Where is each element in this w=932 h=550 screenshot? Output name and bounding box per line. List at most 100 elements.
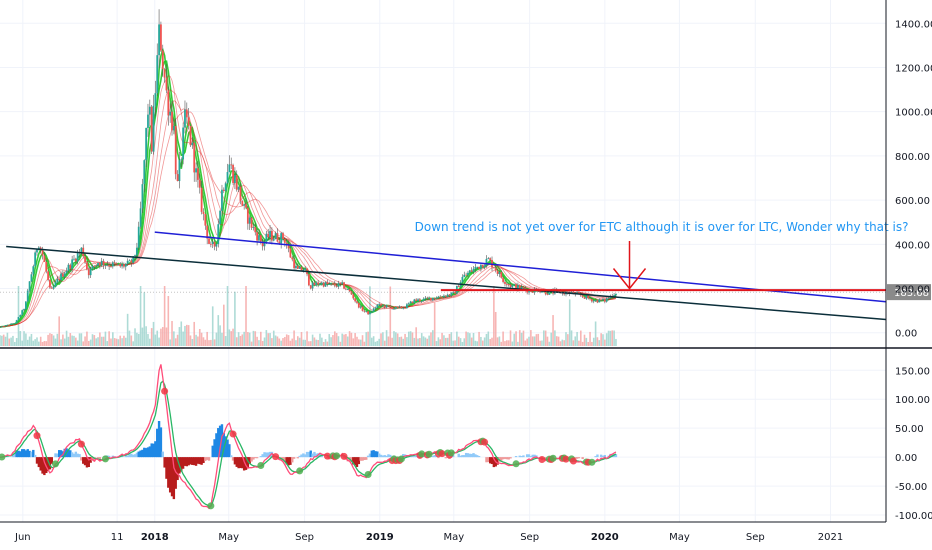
candle-body: [356, 301, 358, 303]
histogram-bar: [241, 457, 244, 469]
candle-body: [34, 252, 37, 267]
histogram-bar: [254, 457, 257, 459]
volume-bar: [380, 333, 382, 346]
volume-bars: [0, 286, 617, 346]
histogram-bar: [157, 421, 161, 458]
candle-body: [417, 299, 419, 301]
volume-bar: [317, 339, 319, 346]
volume-bar: [422, 336, 425, 346]
price-candles: [0, 9, 617, 328]
volume-bar: [143, 292, 146, 346]
histogram-bar: [98, 457, 102, 460]
volume-bar: [354, 333, 356, 346]
volume-bar: [208, 340, 210, 346]
volume-bar: [52, 335, 55, 346]
volume-bar: [602, 334, 604, 346]
candle-body: [17, 317, 20, 321]
candle-body: [61, 273, 64, 277]
cross-dot: [77, 440, 85, 448]
volume-bar: [511, 341, 514, 346]
histogram-bar: [172, 457, 176, 500]
candle-body: [520, 286, 523, 289]
candle-body: [309, 285, 312, 289]
volume-bar: [260, 331, 262, 346]
volume-bar: [548, 341, 551, 346]
histogram-bar: [230, 455, 233, 458]
volume-bar: [2, 334, 5, 346]
candle-body: [383, 305, 386, 308]
volume-bar: [409, 331, 412, 346]
candle-body: [357, 302, 360, 308]
candle-body: [500, 271, 503, 278]
volume-bar: [117, 339, 120, 346]
candle-body: [322, 282, 325, 287]
volume-bar: [169, 339, 171, 346]
volume-bar: [339, 341, 342, 346]
candle-body: [45, 261, 48, 272]
histogram-bar: [303, 454, 307, 458]
candle-body: [400, 306, 403, 309]
histogram-bar: [48, 457, 52, 470]
volume-bar: [167, 295, 170, 346]
volume-bar: [62, 334, 64, 346]
volume-bar: [391, 337, 393, 346]
candle-body: [504, 281, 506, 284]
time-tick-label: 11: [111, 532, 124, 543]
price-tick-label: 0.00: [895, 329, 917, 340]
volume-bar: [10, 337, 12, 346]
volume-bar: [110, 338, 112, 346]
histogram-bar: [33, 454, 37, 458]
cross-dot: [397, 455, 405, 463]
volume-bar: [239, 335, 242, 346]
candle-body: [261, 241, 264, 247]
candle-body: [184, 109, 186, 128]
volume-bar: [1, 335, 3, 346]
candle-body: [594, 300, 597, 301]
candle-body: [100, 260, 103, 266]
candle-body: [71, 259, 74, 269]
histogram-bar: [74, 451, 78, 458]
candle-body: [352, 294, 355, 299]
candle-body: [424, 297, 427, 299]
candle-body: [341, 282, 344, 284]
candle-body: [147, 114, 149, 128]
histogram-bar: [529, 456, 533, 458]
histogram-bar: [503, 457, 507, 459]
volume-bar: [452, 340, 454, 346]
candle-body: [2, 326, 5, 328]
histogram-bar: [152, 443, 155, 458]
candle-body: [110, 266, 112, 267]
volume-bar: [470, 337, 473, 346]
candle-body: [215, 243, 218, 247]
volume-bar: [19, 331, 22, 346]
histogram-bar: [389, 454, 392, 458]
candle-body: [478, 266, 480, 269]
annotation-text[interactable]: Down trend is not yet over for ETC altho…: [415, 220, 909, 234]
volume-bar: [261, 340, 264, 346]
histogram-bar: [226, 439, 229, 458]
osc-tick-label: -50.00: [895, 482, 927, 493]
volume-bar: [200, 332, 203, 346]
volume-bar: [450, 332, 453, 346]
volume-bar: [481, 340, 484, 346]
cross-dot: [333, 452, 341, 460]
volume-bar: [509, 330, 512, 346]
volume-bar: [298, 337, 301, 346]
candle-body: [26, 290, 29, 302]
time-tick-label: 2020: [591, 532, 619, 543]
candle-body: [8, 324, 11, 326]
candle-body: [49, 279, 51, 288]
candle-body: [367, 311, 369, 315]
volume-bar: [476, 341, 479, 346]
volume-bar: [370, 337, 373, 346]
histogram-bar: [315, 453, 318, 458]
histogram-bar: [298, 455, 301, 458]
candle-body: [248, 217, 251, 224]
volume-bar: [130, 335, 133, 346]
osc-tick-label: 50.00: [895, 424, 924, 435]
histogram-bar: [130, 453, 133, 458]
histogram-bar: [291, 457, 294, 463]
volume-bar: [544, 330, 547, 346]
volume-bar: [36, 337, 38, 346]
